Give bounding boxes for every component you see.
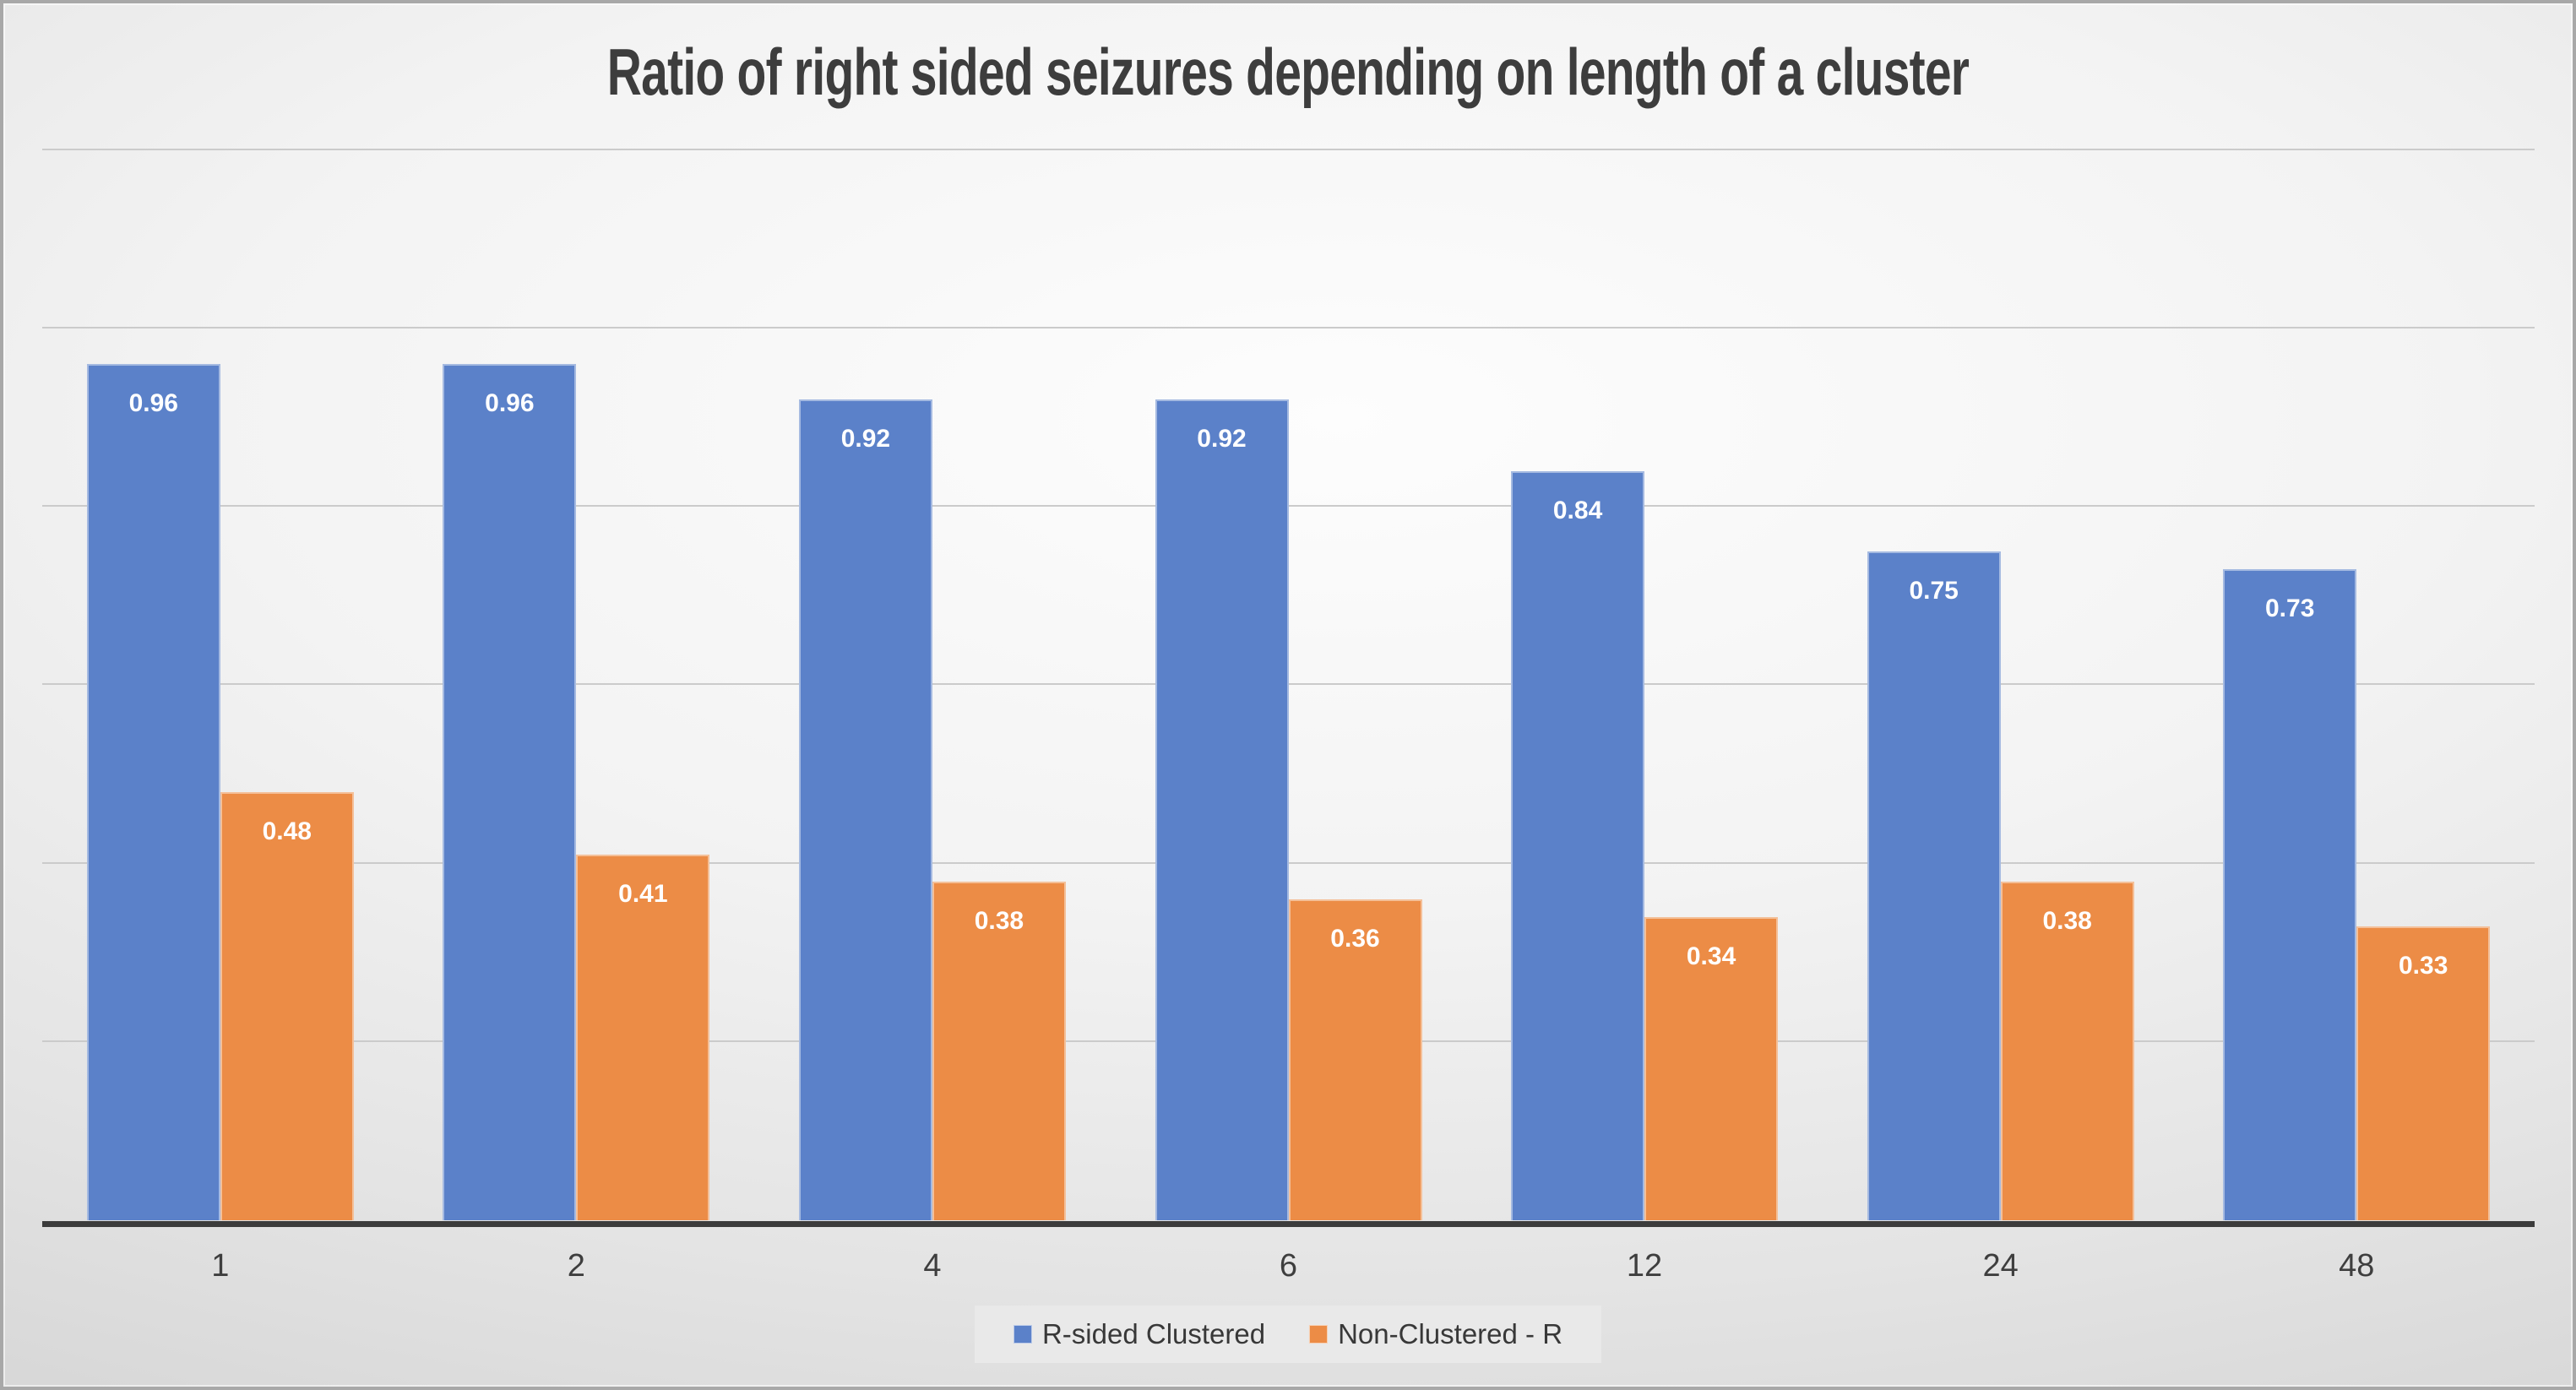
bar-value-label: 0.34 xyxy=(1686,942,1736,970)
bar-value-label: 0.36 xyxy=(1330,924,1380,953)
bar-r-sided-clustered-1: 0.96 xyxy=(86,364,220,1220)
legend-swatch-icon xyxy=(1309,1325,1329,1344)
gridline-0.8 xyxy=(42,505,2535,508)
bar-value-label: 0.92 xyxy=(840,425,891,453)
bar-value-label: 0.48 xyxy=(262,817,312,846)
bar-value-label: 0.75 xyxy=(1909,577,1959,605)
legend-item-non-clustered-r: Non-Clustered - R xyxy=(1309,1318,1562,1350)
legend-swatch-icon xyxy=(1013,1325,1032,1344)
bar-r-sided-clustered-6: 0.92 xyxy=(1155,399,1289,1220)
x-axis-line xyxy=(42,1221,2535,1227)
bar-value-label: 0.84 xyxy=(1552,496,1603,524)
bar-r-sided-clustered-24: 0.75 xyxy=(1867,551,2001,1220)
legend-label: Non-Clustered - R xyxy=(1338,1318,1563,1349)
bar-non-clustered-r-48: 0.33 xyxy=(2356,926,2491,1220)
bar-value-label: 0.38 xyxy=(2042,906,2092,935)
bar-value-label: 0.96 xyxy=(485,389,535,418)
gridline-1.2 xyxy=(42,148,2535,150)
bar-r-sided-clustered-12: 0.84 xyxy=(1511,470,1645,1220)
bar-r-sided-clustered-4: 0.92 xyxy=(798,399,932,1220)
bar-non-clustered-r-4: 0.38 xyxy=(932,881,1066,1220)
bar-value-label: 0.96 xyxy=(128,389,178,418)
chart-title: Ratio of right sided seizures depending … xyxy=(606,35,1970,109)
bar-non-clustered-r-2: 0.41 xyxy=(576,855,710,1220)
x-axis-label-6: 6 xyxy=(1279,1248,1298,1284)
bar-r-sided-clustered-2: 0.96 xyxy=(443,364,577,1220)
bar-value-label: 0.33 xyxy=(2399,951,2448,980)
x-axis-label-12: 12 xyxy=(1626,1248,1663,1284)
x-axis-label-48: 48 xyxy=(2339,1248,2375,1284)
x-axis-label-24: 24 xyxy=(1982,1248,2019,1284)
bar-r-sided-clustered-48: 0.73 xyxy=(2223,569,2357,1220)
legend: R-sided Clustered Non-Clustered - R xyxy=(974,1306,1602,1363)
legend-label: R-sided Clustered xyxy=(1041,1318,1266,1349)
bar-value-label: 0.38 xyxy=(974,906,1024,935)
x-axis-label-2: 2 xyxy=(567,1248,585,1284)
x-axis-label-1: 1 xyxy=(211,1248,230,1284)
bar-value-label: 0.92 xyxy=(1197,425,1247,453)
gridline-0.6 xyxy=(42,683,2535,686)
bar-non-clustered-r-1: 0.48 xyxy=(220,792,354,1220)
bar-non-clustered-r-24: 0.38 xyxy=(2000,881,2134,1220)
x-axis-label-4: 4 xyxy=(923,1248,942,1284)
bar-non-clustered-r-12: 0.34 xyxy=(1644,916,1779,1220)
bar-non-clustered-r-6: 0.36 xyxy=(1288,899,1422,1220)
bar-value-label: 0.73 xyxy=(2265,595,2315,623)
legend-item-r-sided-clustered: R-sided Clustered xyxy=(1013,1318,1266,1350)
gridline-1.0 xyxy=(42,327,2535,328)
bar-value-label: 0.41 xyxy=(618,880,668,909)
gridline-0.4 xyxy=(42,861,2535,864)
